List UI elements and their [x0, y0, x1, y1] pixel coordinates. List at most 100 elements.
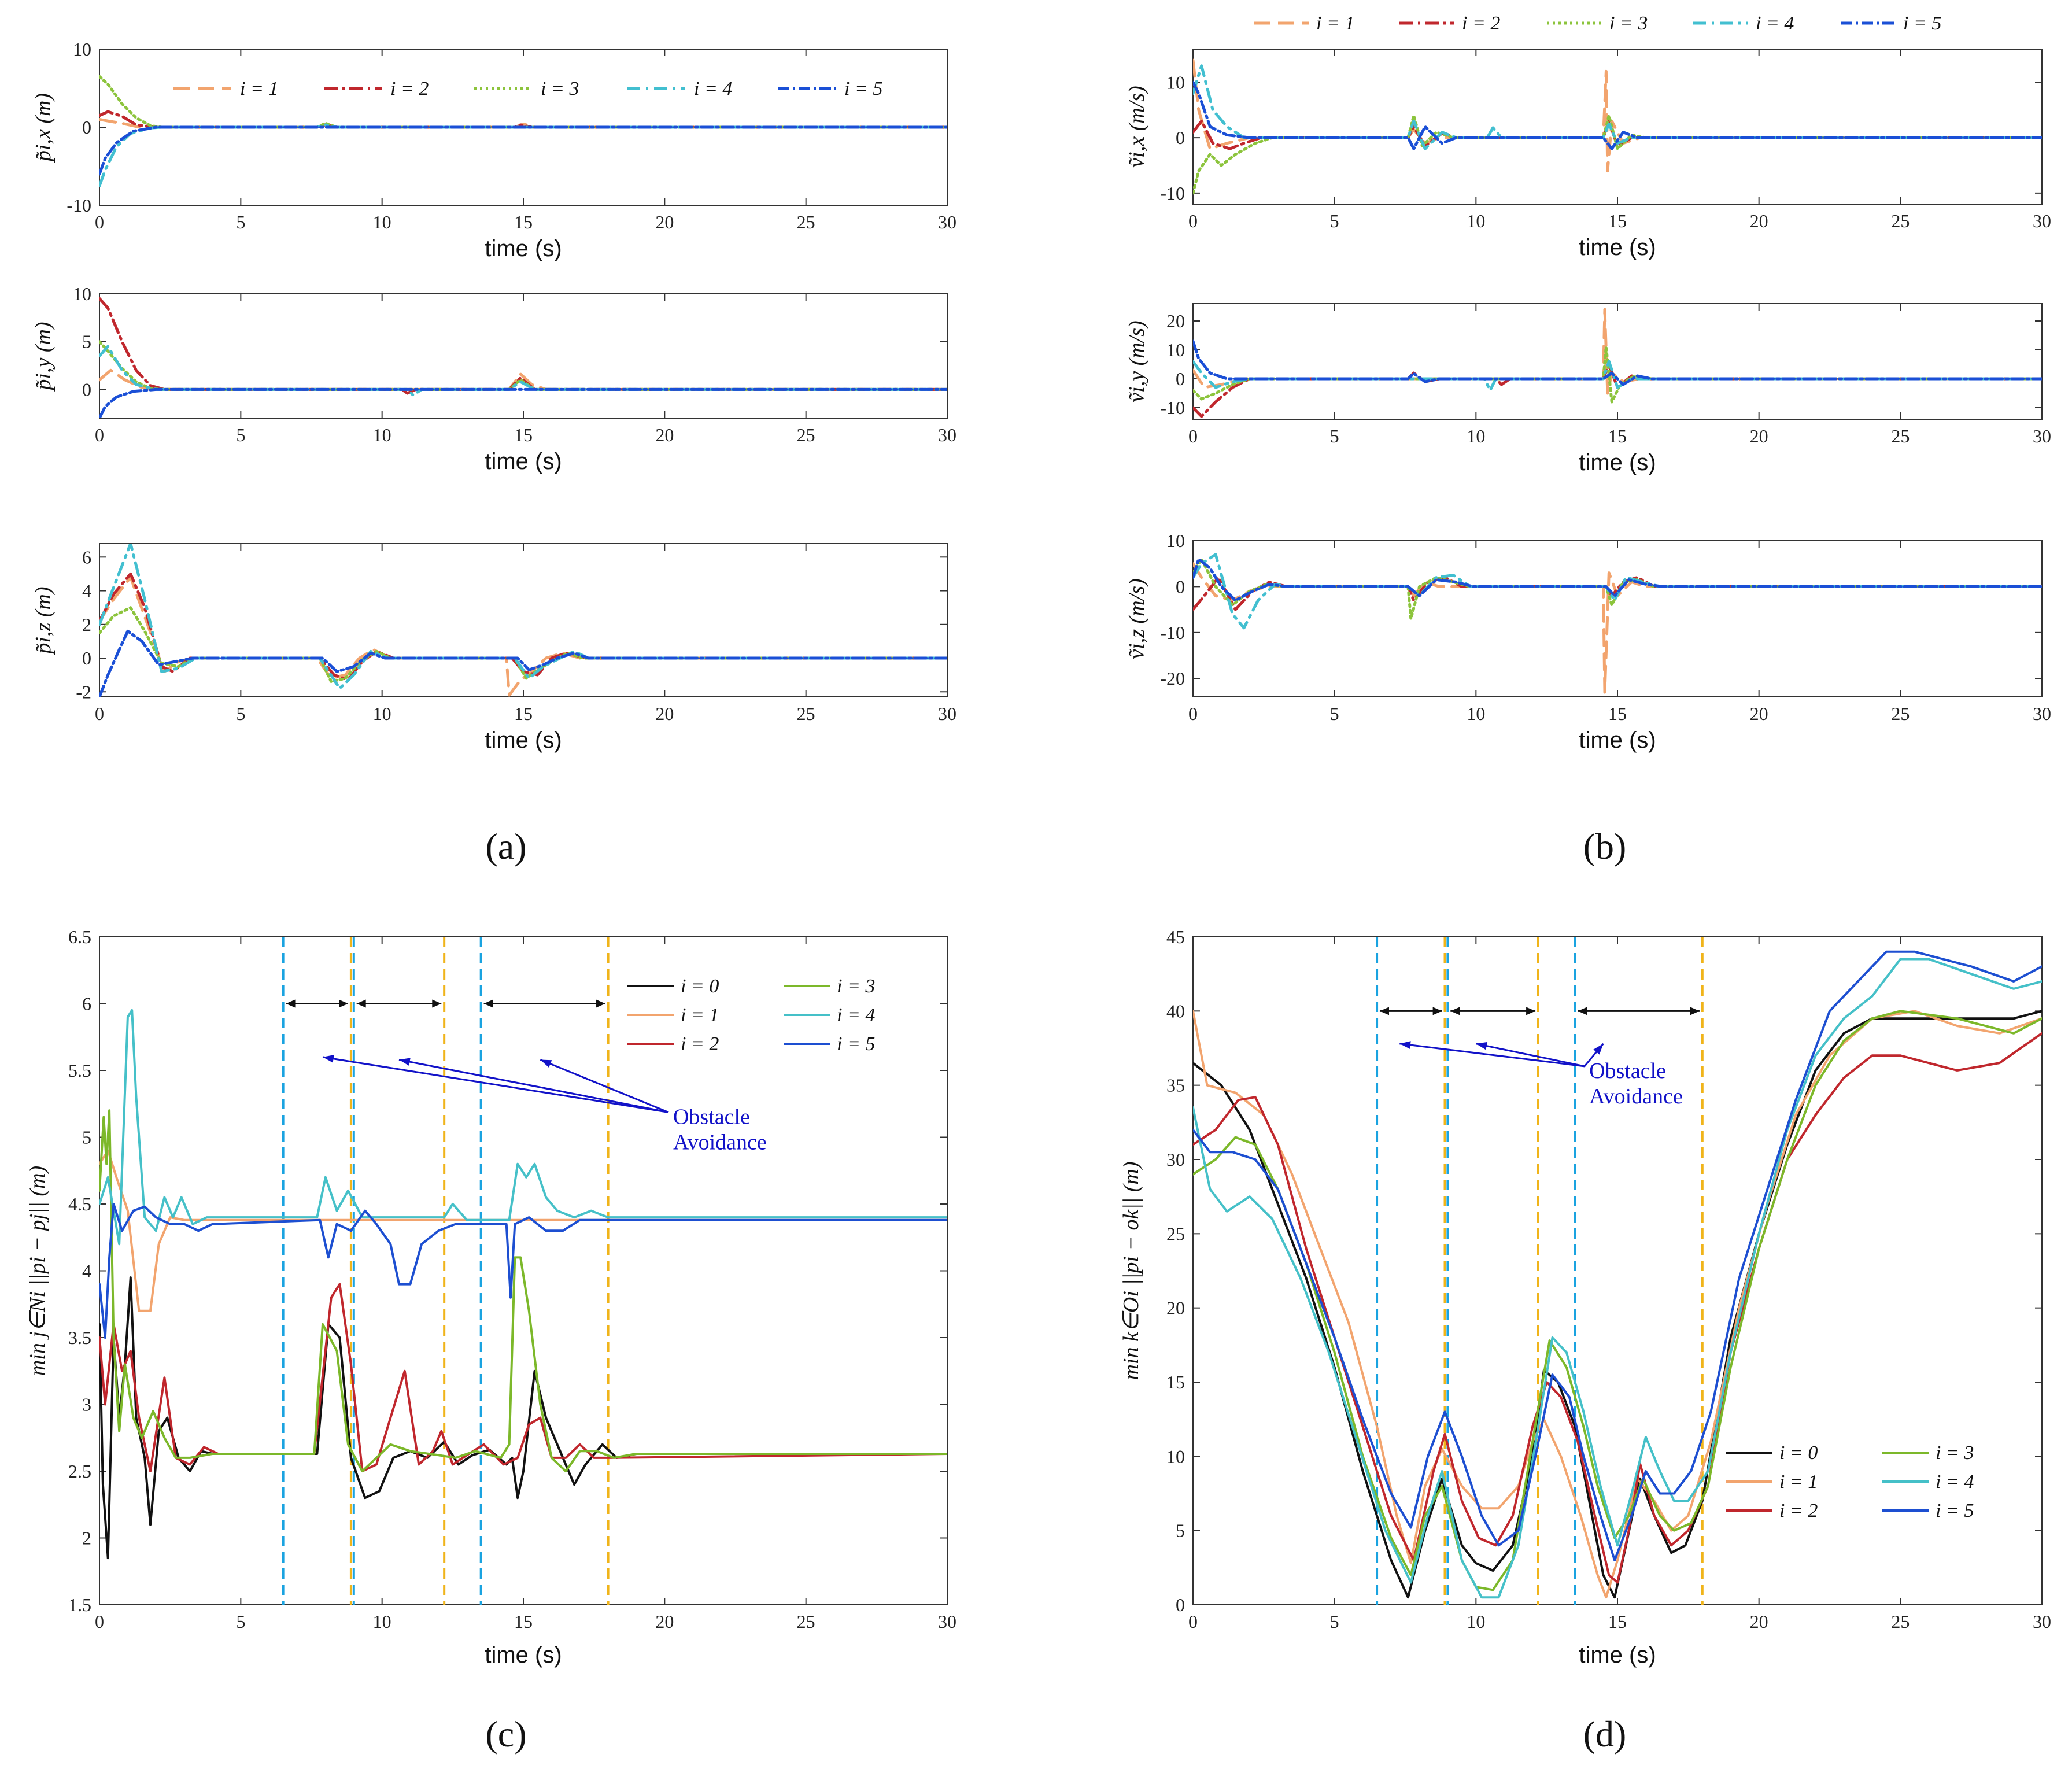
y-tick-label: 10: [1166, 1446, 1185, 1467]
series-line-i=4: [99, 345, 947, 397]
series-group-a2: [99, 297, 947, 418]
y-tick-label: 5: [82, 1127, 91, 1148]
x-tick-label: 0: [1188, 210, 1198, 231]
legend-label: i = 4: [1756, 13, 1794, 34]
y-tick-label: 30: [1166, 1149, 1185, 1170]
series-line-i=5: [99, 629, 947, 697]
y-tick-label: 5: [82, 331, 91, 352]
legend-label: i = 5: [837, 1033, 875, 1055]
y-tick-label: 3.5: [68, 1327, 91, 1348]
y-tick-label: 10: [1166, 72, 1185, 93]
y-tick-label: -10: [1160, 183, 1185, 204]
series-group-b3: [1193, 553, 2042, 694]
annotation-pointer: [540, 1059, 669, 1113]
y-tick-label: 10: [73, 39, 91, 60]
legend-label: i = 4: [837, 1004, 875, 1026]
x-tick-label: 0: [1188, 703, 1198, 724]
obstacle-annotation: Avoidance: [673, 1130, 767, 1154]
chart-b3: 0 5 10 15 20 25 30 -20 -10 0 10 time (s) ṽi,z (m/s): [1125, 530, 2051, 753]
legend-label: i = 1: [1316, 13, 1354, 34]
y-tick-label: 0: [82, 648, 91, 669]
series-line-i=5: [1193, 339, 2042, 386]
y-tick-label: -20: [1160, 668, 1185, 689]
x-axis-label: time (s): [485, 727, 562, 753]
x-tick-label: 15: [514, 212, 533, 232]
x-tick-label: 15: [514, 424, 533, 445]
annotation-pointer-head: [323, 1055, 334, 1063]
x-tick-label: 10: [1467, 1611, 1485, 1632]
x-tick-label: 10: [1467, 210, 1485, 231]
y-axis-label: p̃i,z (m): [31, 586, 56, 655]
x-tick-label: 0: [95, 212, 104, 232]
avoidance-arrowhead-right: [339, 999, 349, 1008]
x-tick-label: 25: [1891, 703, 1910, 724]
x-tick-label: 30: [2033, 210, 2051, 231]
series-group-c: [99, 1009, 947, 1560]
annotation-pointer-head: [540, 1059, 552, 1068]
avoidance-arrowhead-left: [1578, 1007, 1587, 1015]
series-line-i=2: [99, 297, 947, 395]
legend-label: i = 0: [1779, 1442, 1818, 1464]
caption-c: (c): [485, 1713, 526, 1755]
x-tick-label: 20: [655, 1611, 674, 1632]
legend-label: i = 5: [1903, 13, 1941, 34]
series-line-i=2: [99, 1283, 947, 1472]
y-axis-label: min k∈Oi ||pi − ok|| (m): [1119, 1161, 1143, 1380]
x-tick-label: 5: [1330, 426, 1339, 446]
x-axis-label: time (s): [485, 1642, 562, 1668]
x-tick-label: 5: [236, 212, 245, 232]
legend-label: i = 3: [541, 78, 579, 99]
x-tick-label: 25: [797, 212, 815, 232]
x-tick-label: 0: [1188, 426, 1198, 446]
y-tick-label: 6.5: [68, 926, 91, 947]
annotation-pointer-head: [1476, 1042, 1488, 1050]
annotation-pointer-head: [1399, 1041, 1411, 1049]
y-axis-label: p̃i,x (m): [31, 93, 56, 163]
y-tick-label: 3: [82, 1394, 91, 1415]
y-tick-label: 15: [1166, 1372, 1185, 1393]
series-line-i=5: [1193, 950, 2042, 1561]
series-line-i=1: [99, 1149, 947, 1312]
series-line-i=4: [1193, 958, 2042, 1599]
x-tick-label: 10: [373, 703, 391, 724]
x-tick-label: 0: [95, 424, 104, 445]
x-tick-label: 5: [1330, 703, 1339, 724]
y-tick-label: 20: [1166, 1298, 1185, 1319]
x-tick-label: 20: [655, 703, 674, 724]
avoidance-arrowhead-left: [356, 999, 366, 1008]
legend-label: i = 3: [837, 976, 875, 997]
y-tick-label: 4: [82, 581, 91, 601]
avoidance-arrowhead-right: [1432, 1007, 1442, 1015]
annotation-pointer: [1399, 1043, 1585, 1068]
y-tick-label: 4: [82, 1261, 91, 1281]
y-tick-label: 5: [1176, 1520, 1185, 1541]
caption-a: (a): [485, 826, 526, 867]
avoidance-arrowhead-right: [596, 999, 605, 1008]
series-group-b1: [1193, 58, 2042, 195]
series-group-a1: [99, 75, 947, 187]
series-group-b2: [1193, 308, 2042, 418]
x-tick-label: 20: [655, 212, 674, 232]
y-tick-label: 5.5: [68, 1060, 91, 1081]
avoidance-arrowhead-left: [286, 999, 296, 1008]
y-tick-label: 10: [73, 283, 91, 304]
y-tick-label: 0: [1176, 127, 1185, 148]
x-tick-label: 15: [514, 1611, 533, 1632]
obstacle-annotation: Avoidance: [1589, 1084, 1683, 1109]
x-axis-label: time (s): [485, 449, 562, 474]
x-tick-label: 5: [1330, 210, 1339, 231]
x-tick-label: 5: [1330, 1611, 1339, 1632]
x-tick-label: 25: [797, 703, 815, 724]
x-axis-label: time (s): [1579, 1642, 1656, 1668]
avoidance-arrowhead-left: [483, 999, 493, 1008]
x-tick-label: 20: [1750, 426, 1768, 446]
series-line-i=2: [99, 110, 947, 129]
x-tick-label: 0: [1188, 1611, 1198, 1632]
y-tick-label: 0: [1176, 368, 1185, 389]
series-group-d: [1193, 950, 2042, 1599]
y-axis-label: min j∈Ni ||pi − pj|| (m): [25, 1166, 50, 1376]
y-tick-label: 4.5: [68, 1194, 91, 1214]
y-axis-label: ṽi,z (m/s): [1125, 578, 1149, 659]
series-line-i=1: [99, 368, 947, 391]
y-tick-label: -10: [67, 195, 91, 216]
